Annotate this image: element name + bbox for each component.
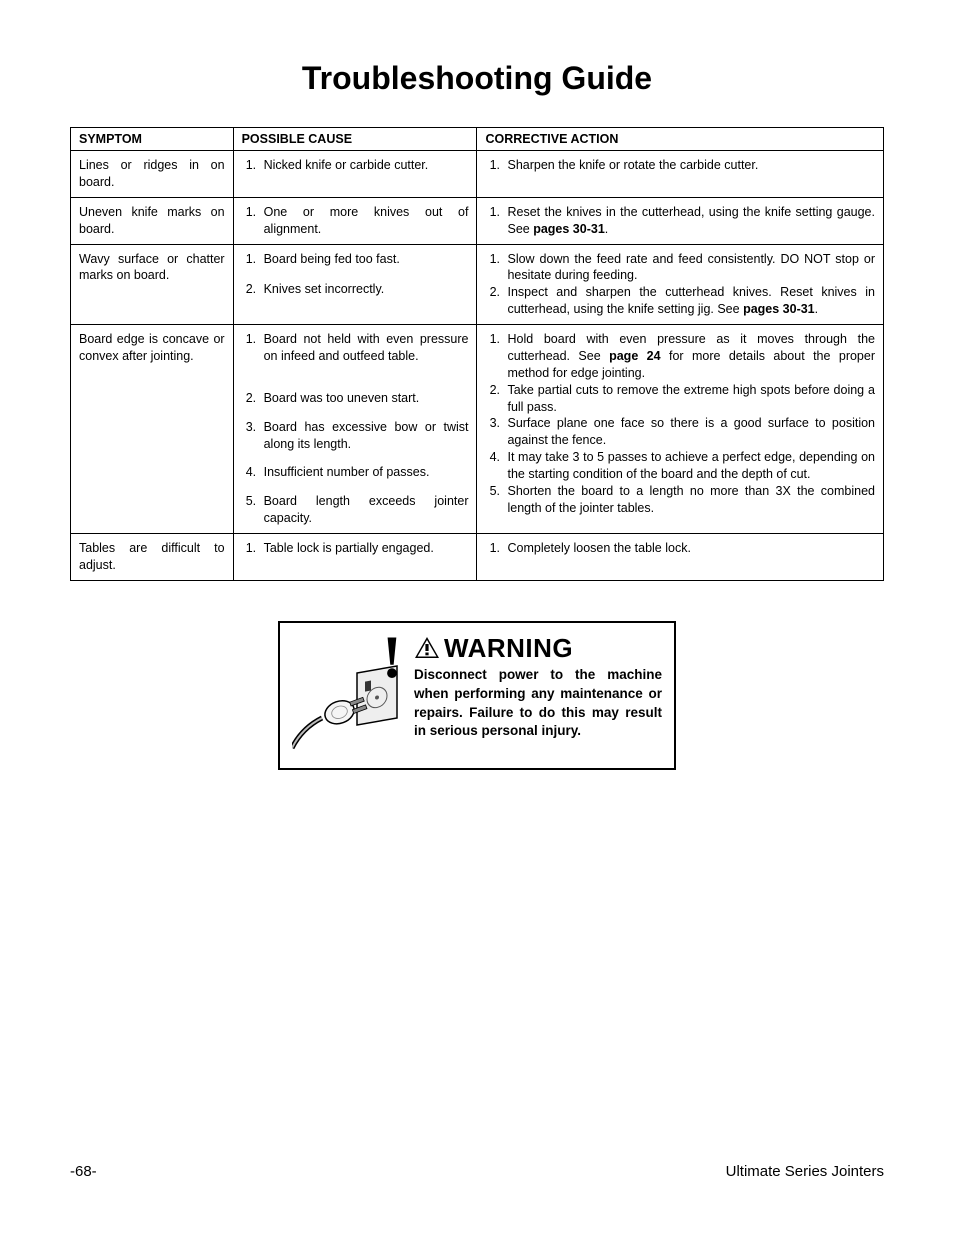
symptom-cell: Lines or ridges in on board. — [71, 151, 234, 198]
cause-cell: Board being fed too fast. Knives set inco… — [233, 244, 477, 325]
warning-heading: WARNING — [414, 633, 662, 664]
warning-triangle-icon — [414, 636, 440, 660]
cause-item: Table lock is partially engaged. — [260, 540, 469, 557]
warning-heading-text: WARNING — [444, 633, 573, 664]
table-row: Uneven knife marks on board. One or more … — [71, 197, 884, 244]
action-item: It may take 3 to 5 passes to achieve a p… — [503, 449, 875, 483]
action-item: Slow down the feed rate and feed consist… — [503, 251, 875, 285]
action-item: Reset the knives in the cutterhead, usin… — [503, 204, 875, 238]
cause-item: Board was too uneven start. — [260, 390, 469, 407]
action-cell: Hold board with even pressure as it move… — [477, 325, 884, 534]
cause-item: Board not held with even pressure on inf… — [260, 331, 469, 365]
action-item: Hold board with even pressure as it move… — [503, 331, 875, 382]
cause-cell: Table lock is partially engaged. — [233, 534, 477, 581]
cause-cell: Board not held with even pressure on inf… — [233, 325, 477, 534]
action-item: Completely loosen the table lock. — [503, 540, 875, 557]
page-title: Troubleshooting Guide — [70, 60, 884, 97]
action-item: Shorten the board to a length no more th… — [503, 483, 875, 517]
table-row: Lines or ridges in on board. Nicked knife… — [71, 151, 884, 198]
page-number: -68- — [70, 1163, 97, 1180]
action-item: Surface plane one face so there is a goo… — [503, 415, 875, 449]
cause-cell: Nicked knife or carbide cutter. — [233, 151, 477, 198]
symptom-cell: Board edge is concave or convex after jo… — [71, 325, 234, 534]
col-header-cause: POSSIBLE CAUSE — [233, 128, 477, 151]
warning-box: ! — [278, 621, 676, 770]
cause-item: Board being fed too fast. — [260, 251, 469, 268]
action-cell: Slow down the feed rate and feed consist… — [477, 244, 884, 325]
col-header-action: CORRECTIVE ACTION — [477, 128, 884, 151]
action-cell: Reset the knives in the cutterhead, usin… — [477, 197, 884, 244]
symptom-cell: Tables are difficult to adjust. — [71, 534, 234, 581]
troubleshooting-table: SYMPTOM POSSIBLE CAUSE CORRECTIVE ACTION… — [70, 127, 884, 581]
cause-item: Nicked knife or carbide cutter. — [260, 157, 469, 174]
col-header-symptom: SYMPTOM — [71, 128, 234, 151]
cause-item: Knives set incorrectly. — [260, 281, 469, 298]
action-cell: Completely loosen the table lock. — [477, 534, 884, 581]
cause-item: One or more knives out of alignment. — [260, 204, 469, 238]
cause-cell: One or more knives out of alignment. — [233, 197, 477, 244]
symptom-cell: Wavy surface or chatter marks on board. — [71, 244, 234, 325]
cause-item: Insufficient number of passes. — [260, 464, 469, 481]
warning-body-text: Disconnect power to the machine when per… — [414, 666, 662, 742]
action-item: Sharpen the knife or rotate the carbide … — [503, 157, 875, 174]
symptom-cell: Uneven knife marks on board. — [71, 197, 234, 244]
table-row: Board edge is concave or convex after jo… — [71, 325, 884, 534]
doc-title: Ultimate Series Jointers — [726, 1163, 884, 1180]
cause-item: Board length exceeds jointer capacity. — [260, 493, 469, 527]
action-item: Take partial cuts to remove the extreme … — [503, 382, 875, 416]
table-row: Wavy surface or chatter marks on board.B… — [71, 244, 884, 325]
table-row: Tables are difficult to adjust. Table loc… — [71, 534, 884, 581]
action-cell: Sharpen the knife or rotate the carbide … — [477, 151, 884, 198]
action-item: Inspect and sharpen the cutterhead knive… — [503, 284, 875, 318]
exclamation-icon: ! — [382, 623, 402, 692]
cause-item: Board has excessive bow or twist along i… — [260, 419, 469, 453]
